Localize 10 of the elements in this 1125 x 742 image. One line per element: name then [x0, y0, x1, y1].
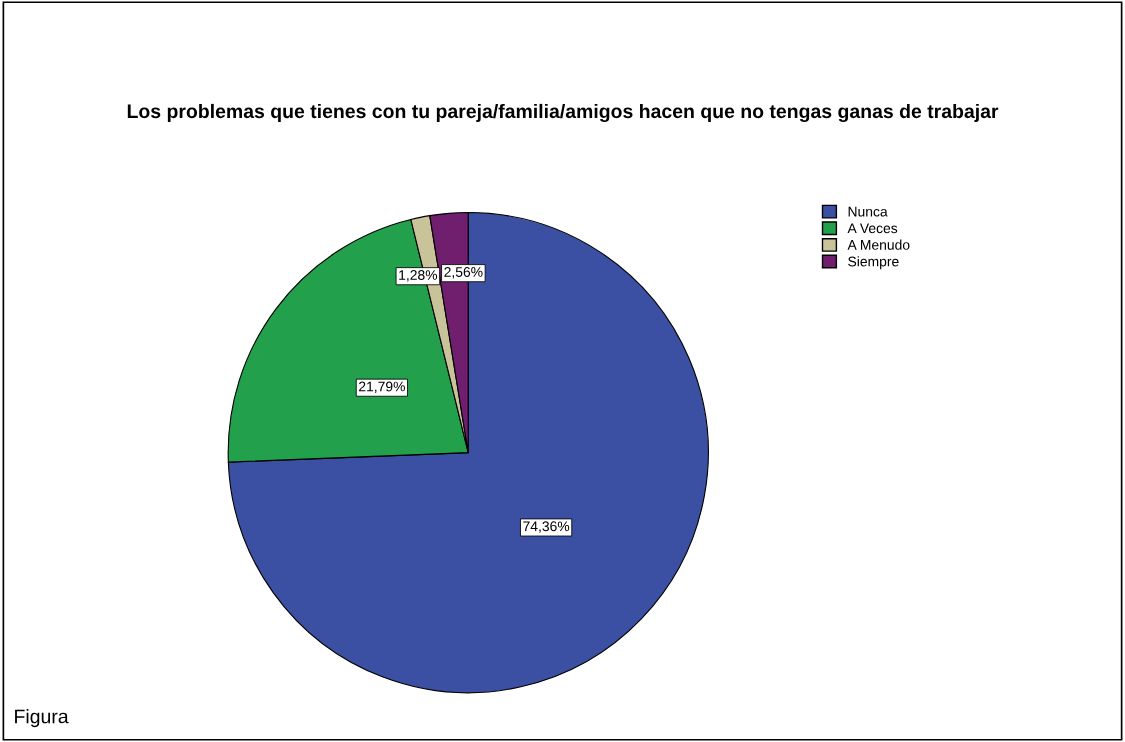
- data-label: 2,56%: [444, 267, 483, 279]
- legend-label: Siempre: [848, 256, 899, 270]
- legend-label: A Menudo: [847, 239, 910, 250]
- legend-label: Nunca: [848, 206, 888, 217]
- legend-label: A Veces: [847, 223, 898, 234]
- data-label: 21,79%: [359, 381, 405, 394]
- data-label: 1,28%: [399, 270, 438, 282]
- data-label: 74,36%: [523, 521, 570, 533]
- text: Figura: [15, 709, 69, 728]
- chart-title: Los problemas que tienes con tu pareja/familia/amigos hacen que no tengas ganas de trabajar: [127, 103, 999, 123]
